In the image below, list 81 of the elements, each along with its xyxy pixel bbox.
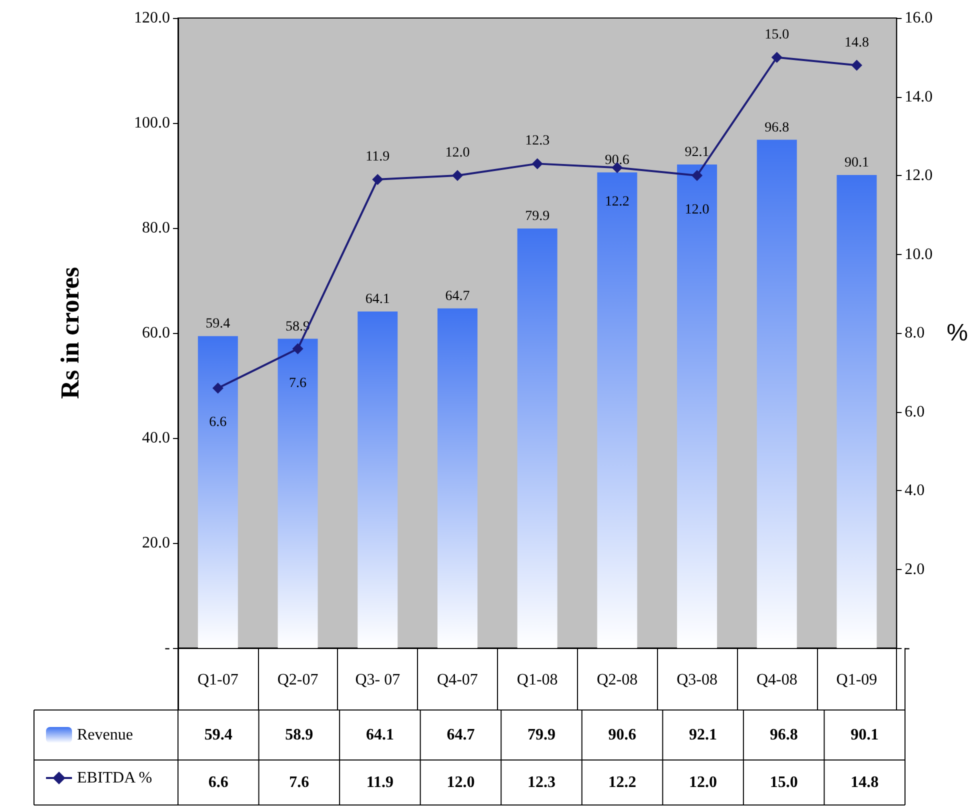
point <box>771 52 782 63</box>
bar <box>836 174 877 648</box>
text: 11.9 <box>366 149 390 164</box>
data-label: 92.1 <box>689 726 718 744</box>
y2-tick-label: 10.0 <box>904 246 933 263</box>
bar <box>597 172 638 648</box>
bar <box>756 140 797 648</box>
y-tick-label: 120.0 <box>134 10 170 26</box>
data-label: 12.0 <box>446 774 475 791</box>
x-tick-label: Q1-08 <box>516 672 558 688</box>
bar <box>358 311 398 648</box>
text: 64.1 <box>365 292 390 307</box>
text: 59.4 <box>206 316 230 332</box>
data-label: 14.8 <box>850 774 879 791</box>
text: 79.9 <box>525 209 550 224</box>
x-tick-label: Q3- 07 <box>355 672 400 688</box>
y2-tick-label: 2.0 <box>904 560 925 578</box>
data-label: 11.9 <box>366 774 394 791</box>
data-label: 79.9 <box>528 726 556 744</box>
text: 6.6 <box>209 415 227 430</box>
x-tick-label: Q2-08 <box>596 672 638 688</box>
x-tick-label: Q4-08 <box>756 672 798 688</box>
y-tick-label: - <box>164 640 170 656</box>
text: 15.0 <box>764 27 790 42</box>
text: 7.6 <box>289 376 307 391</box>
data-label: 6.6 <box>208 774 228 791</box>
y-tick-label: 80.0 <box>142 220 170 236</box>
data-label: 12.3 <box>528 774 556 791</box>
bar <box>198 336 238 648</box>
text: 90.6 <box>604 152 630 168</box>
y2-axis-title: % <box>946 320 968 346</box>
legend-label: EBITDA % <box>77 770 152 786</box>
y2-tick-label: 8.0 <box>904 324 925 342</box>
text: 64.7 <box>445 288 470 304</box>
y2-tick-label: - <box>904 640 910 656</box>
text: 12.3 <box>525 134 550 149</box>
data-label: 12.2 <box>608 774 636 791</box>
point <box>372 174 384 185</box>
y2-tick-label: 14.0 <box>904 88 933 106</box>
data-label: 59.4 <box>204 726 232 744</box>
text: 14.8 <box>844 35 869 50</box>
text: 12.2 <box>604 194 630 210</box>
point <box>692 170 703 181</box>
x-tick-label: Q3-08 <box>676 672 718 688</box>
point <box>452 170 463 181</box>
y2-tick-label: 16.0 <box>904 10 933 26</box>
text: 96.8 <box>764 120 790 136</box>
point <box>851 60 862 71</box>
y-tick-label: 20.0 <box>142 534 170 552</box>
bar <box>517 228 558 648</box>
y-tick-label: 40.0 <box>142 430 170 446</box>
data-label: 12.0 <box>689 774 718 791</box>
y-tick-label: 60.0 <box>142 324 170 342</box>
point <box>532 158 543 170</box>
point <box>292 343 304 354</box>
data-label: 64.7 <box>446 726 475 744</box>
text: 12.0 <box>684 202 710 218</box>
bar <box>278 338 318 648</box>
y2-tick-label: 4.0 <box>904 482 925 499</box>
data-label: 58.9 <box>285 726 314 744</box>
text: 12.0 <box>445 146 470 160</box>
bar <box>677 164 718 648</box>
data-label: 90.6 <box>608 726 636 744</box>
y-axis-title: Rs in crores <box>56 267 84 399</box>
y2-tick-label: 12.0 <box>904 167 933 184</box>
x-tick-label: Q1-09 <box>836 672 878 688</box>
point <box>212 382 224 394</box>
data-label: 15.0 <box>770 774 798 791</box>
data-label: 90.1 <box>850 726 879 744</box>
data-label: 64.1 <box>366 726 394 744</box>
data-label: 96.8 <box>770 726 798 744</box>
text: 92.1 <box>684 144 710 160</box>
y2-tick-label: 6.0 <box>904 403 925 420</box>
data-label: 7.6 <box>289 774 310 791</box>
bar <box>437 308 478 648</box>
y-tick-label: 100.0 <box>134 114 170 132</box>
text: 90.1 <box>844 155 869 170</box>
x-tick-label: Q4-07 <box>437 672 478 688</box>
legend-label: Revenue <box>77 726 133 744</box>
x-tick-label: Q2-07 <box>277 672 318 688</box>
x-tick-label: Q1-07 <box>197 672 238 688</box>
